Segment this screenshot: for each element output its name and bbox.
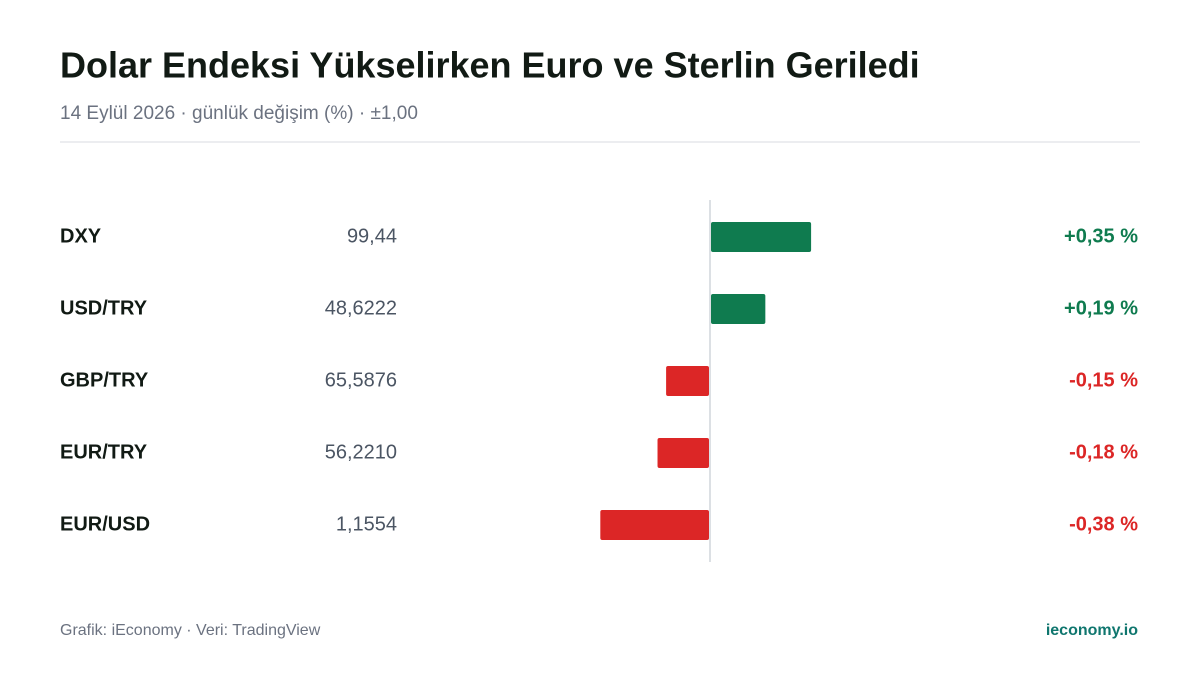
category-label: USD/TRY: [60, 297, 148, 319]
category-label: GBP/TRY: [60, 369, 149, 391]
bar: [711, 294, 766, 324]
value-label: -0,15 %: [1069, 369, 1138, 391]
price-label: 99,44: [347, 225, 397, 247]
bar: [657, 438, 709, 468]
bar: [600, 510, 709, 540]
bar: [666, 366, 709, 396]
price-label: 1,1554: [336, 513, 397, 535]
category-label: DXY: [60, 225, 102, 247]
value-label: -0,38 %: [1069, 513, 1138, 535]
price-label: 56,2210: [325, 441, 397, 463]
value-label: -0,18 %: [1069, 441, 1138, 463]
price-label: 48,6222: [325, 297, 397, 319]
bar: [711, 222, 812, 252]
category-label: EUR/TRY: [60, 441, 148, 463]
chart-title: Dolar Endeksi Yükselirken Euro ve Sterli…: [60, 45, 920, 86]
value-label: +0,35 %: [1064, 225, 1138, 247]
footer-source: Grafik: iEconomy · Veri: TradingView: [60, 622, 321, 639]
value-label: +0,19 %: [1064, 297, 1138, 319]
price-label: 65,5876: [325, 369, 397, 391]
category-label: EUR/USD: [60, 513, 150, 535]
footer-brand: ieconomy.io: [1046, 622, 1138, 639]
chart-subtitle: 14 Eylül 2026 · günlük değişim (%) · ±1,…: [60, 103, 418, 124]
